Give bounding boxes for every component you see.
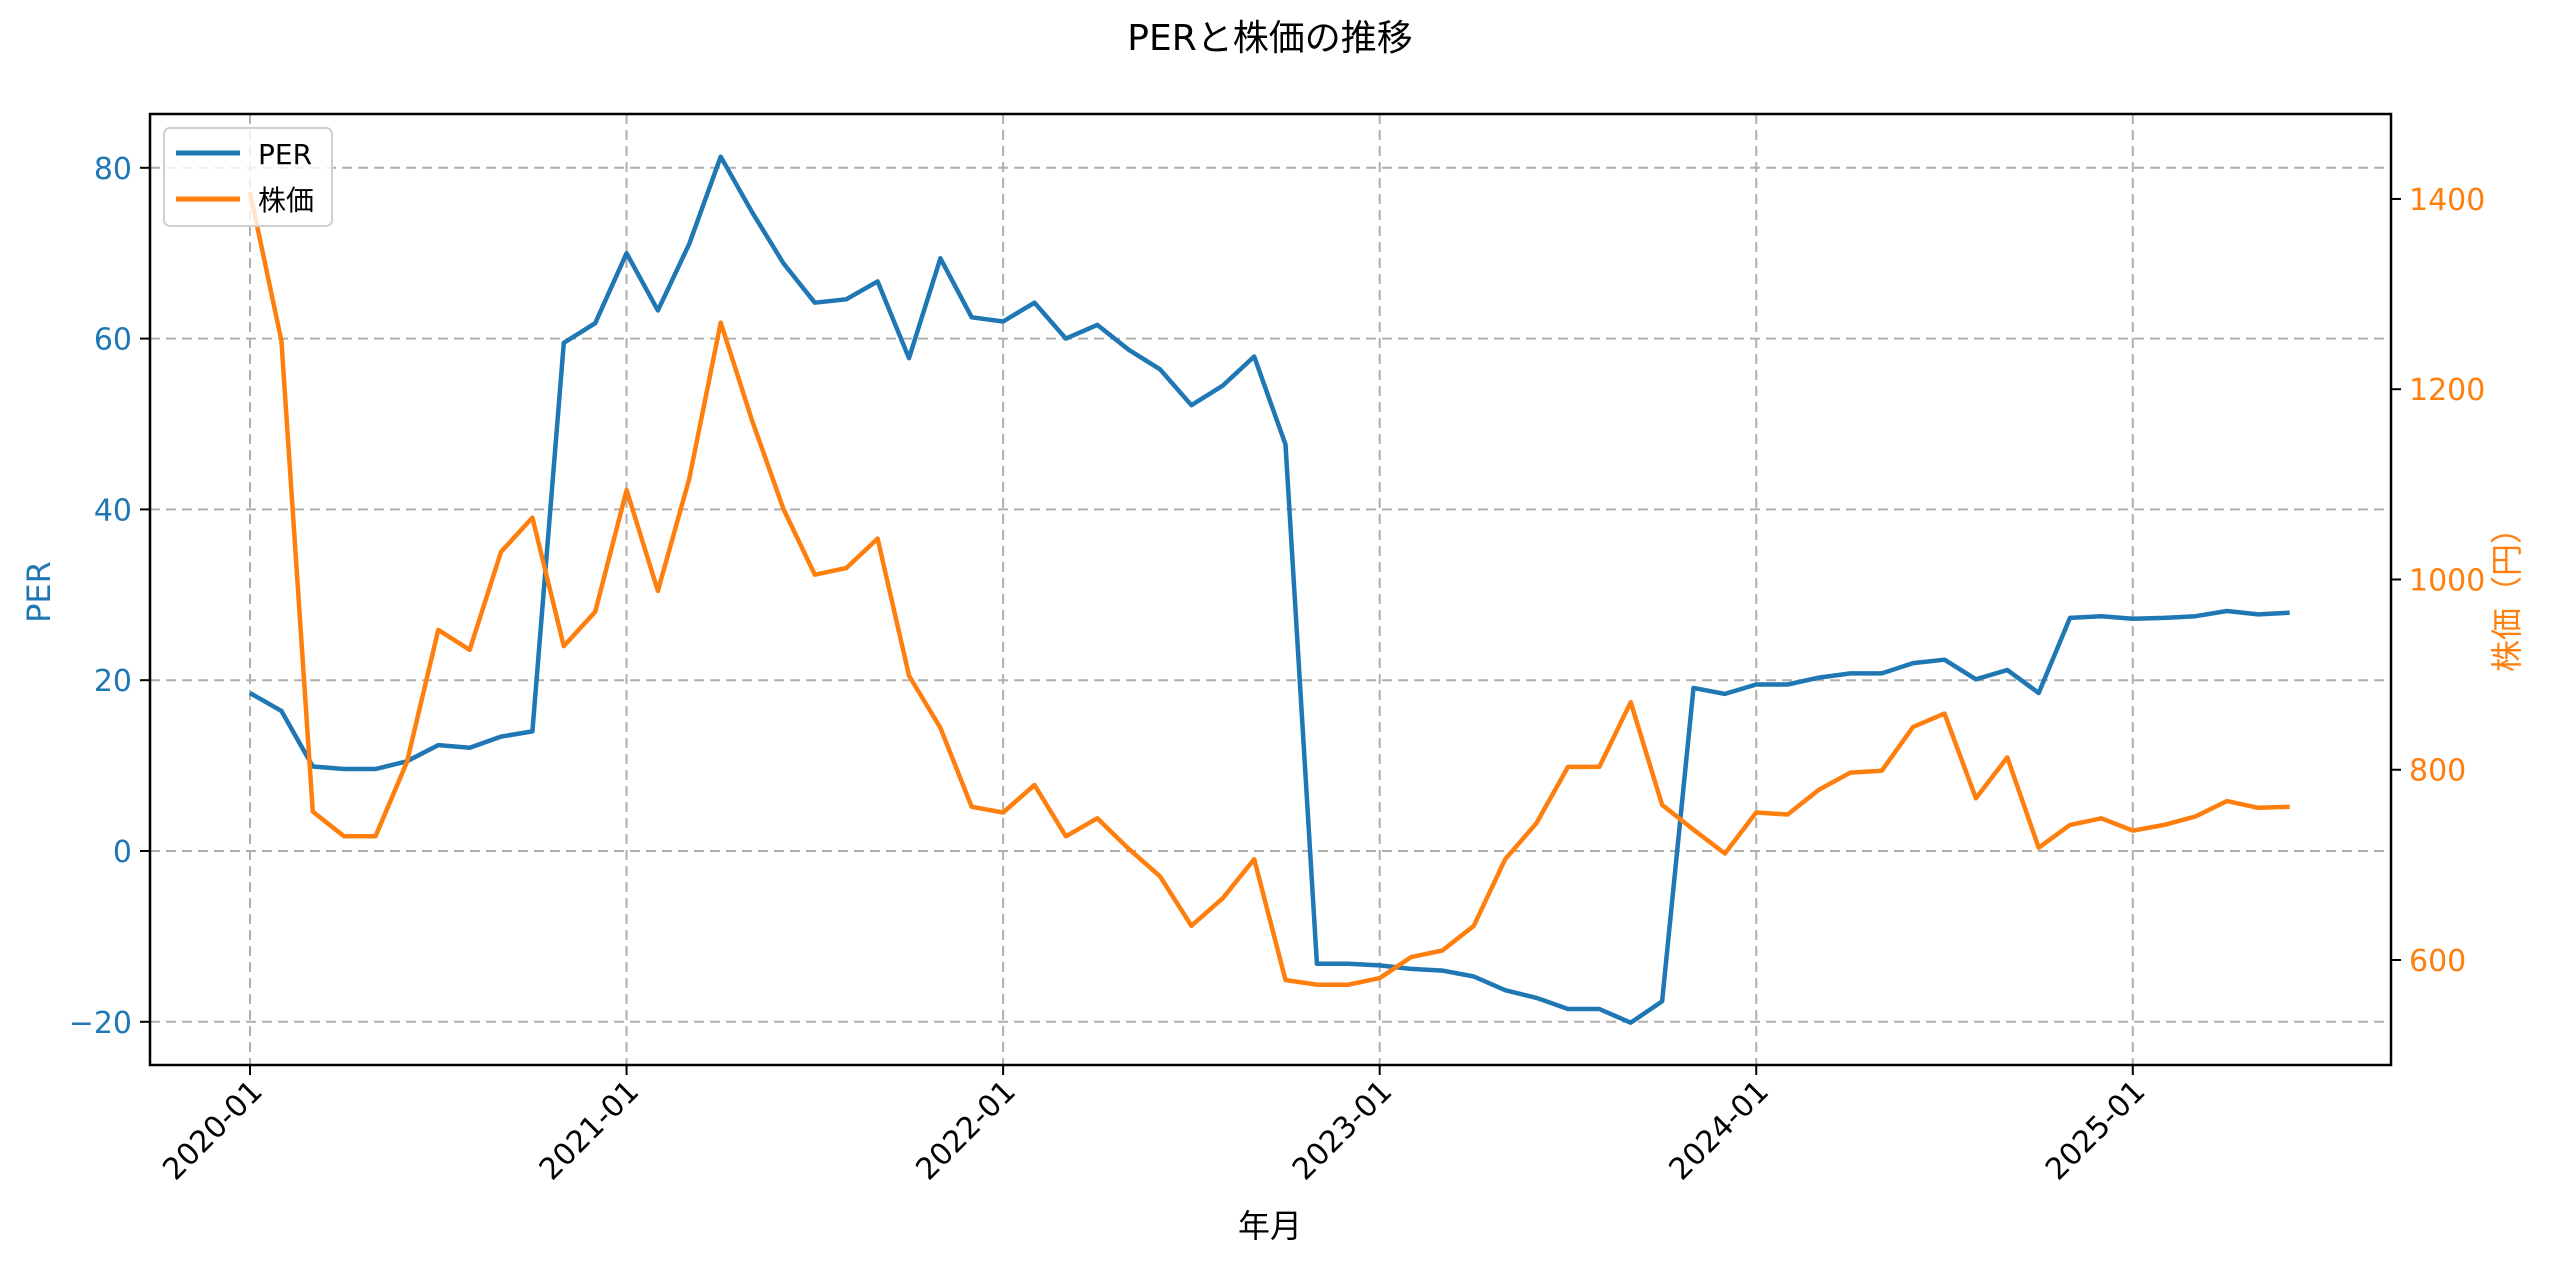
plot-series <box>247 154 2290 1025</box>
grid-lines <box>150 114 2391 1065</box>
x-tick-label: 2021-01 <box>533 1074 646 1187</box>
left-tick-label: −20 <box>69 1006 132 1041</box>
right-y-axis-label: 株価（円） <box>2488 512 2526 672</box>
legend: PER 株価 <box>163 127 333 227</box>
x-tick-label: 2020-01 <box>156 1074 269 1187</box>
left-y-axis-label: PER <box>20 561 58 623</box>
x-tick-label: 2022-01 <box>909 1074 1022 1187</box>
right-y-axis: 600 800 1000 1200 1400 <box>2391 183 2485 979</box>
right-tick-label: 1400 <box>2409 183 2485 218</box>
right-tick-label: 1200 <box>2409 373 2485 408</box>
x-tick-label: 2023-01 <box>1286 1074 1399 1187</box>
x-tick-label: 2024-01 <box>1663 1074 1776 1187</box>
right-tick-label: 800 <box>2409 754 2466 789</box>
legend-price-label: 株価 <box>258 184 314 217</box>
plot-frame <box>148 112 2393 1067</box>
x-axis-label: 年月 <box>1238 1207 1302 1245</box>
left-tick-label: 80 <box>94 152 132 187</box>
left-tick-label: 0 <box>113 835 132 870</box>
left-y-axis: −20 0 20 40 60 80 <box>69 152 150 1041</box>
price-line <box>247 191 2290 987</box>
x-tick-label: 2025-01 <box>2039 1074 2152 1187</box>
per-line <box>248 154 2290 1025</box>
chart-title: PERと株価の推移 <box>1127 18 1412 59</box>
left-tick-label: 60 <box>94 323 132 358</box>
x-axis: 2020-01 2021-01 2022-01 2023-01 2024-01 2025-… <box>156 1065 2152 1187</box>
legend-per-label: PER <box>258 138 312 171</box>
left-tick-label: 20 <box>94 664 132 699</box>
left-tick-label: 40 <box>94 493 132 528</box>
right-tick-label: 1000 <box>2409 563 2485 598</box>
right-tick-label: 600 <box>2409 944 2466 979</box>
